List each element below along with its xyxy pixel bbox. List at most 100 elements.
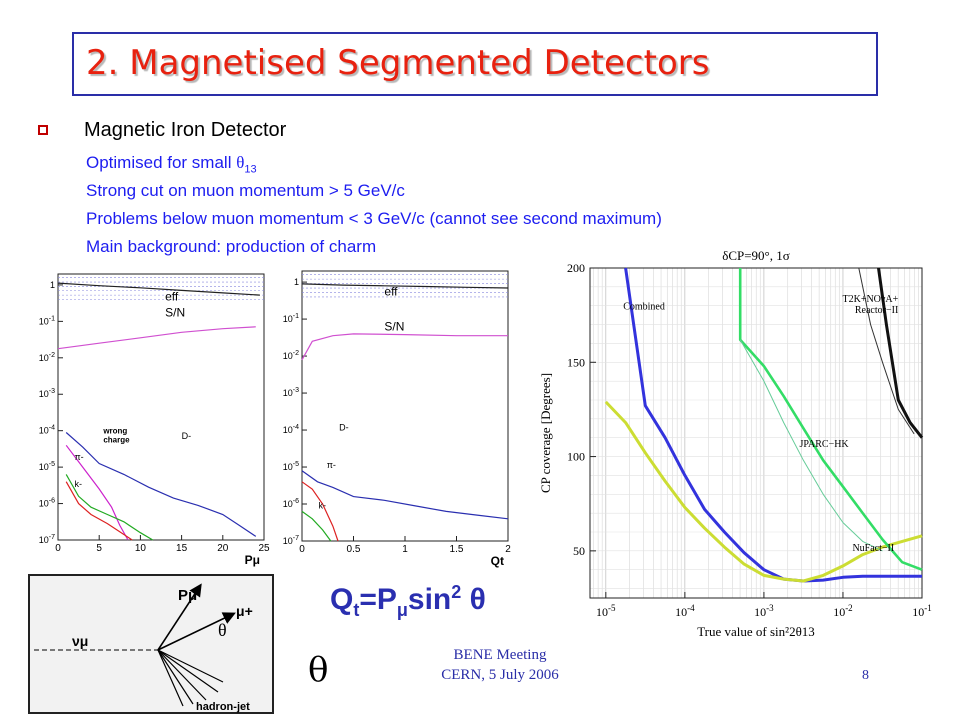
curve-label: eff xyxy=(384,284,398,298)
diagram-label-theta: θ xyxy=(218,620,227,640)
series-eff xyxy=(57,282,260,296)
theta-large: θ xyxy=(308,650,329,690)
y-tick-label: 10-7 xyxy=(39,534,55,545)
x-tick-label: 5 xyxy=(96,543,102,554)
curve-label: k- xyxy=(318,501,326,511)
curve-label: D- xyxy=(339,422,349,432)
muon-arrow xyxy=(157,612,236,651)
formula-theta: θ xyxy=(461,583,486,616)
x-tick-label: 1 xyxy=(402,544,408,555)
y-tick-label: 10-6 xyxy=(283,498,299,509)
diagram-label-neutrino: νμ xyxy=(72,633,88,649)
subpoint-3: Problems below muon momentum < 3 GeV/c (… xyxy=(86,209,662,228)
cp-label-combined: Combined xyxy=(623,301,665,312)
cp-label-t2k-line1: T2K+NOνA+ xyxy=(842,294,898,305)
curve-label: D- xyxy=(182,431,192,441)
y-tick-label: 10-3 xyxy=(39,388,55,399)
y-tick-label: 150 xyxy=(567,355,585,369)
series-wrongcharge xyxy=(65,444,129,541)
x-tick-label: 10-1 xyxy=(912,603,932,619)
footer: BENE Meeting CERN, 5 July 2006 xyxy=(400,645,600,685)
y-tick-label: 10-2 xyxy=(39,352,55,363)
cp-series-combined xyxy=(624,267,922,583)
series-k xyxy=(301,510,332,542)
plot-frame xyxy=(57,273,265,541)
subpoint-4: Main background: production of charm xyxy=(86,237,377,256)
x-tick-label: 0 xyxy=(55,543,61,554)
y-tick-label: 50 xyxy=(573,544,585,558)
y-tick-label: 10-1 xyxy=(39,315,55,326)
x-tick-label: 15 xyxy=(176,543,188,554)
y-tick-label: 10-6 xyxy=(39,498,55,509)
cp-x-axis-label: True value of sin²2θ13 xyxy=(697,624,815,639)
formula-sin: sin xyxy=(407,583,452,616)
cp-series-tkthin xyxy=(858,267,915,435)
bullet-heading: Magnetic Iron Detector xyxy=(84,119,287,141)
cp-label-jparc: JPARC−HK xyxy=(799,439,849,450)
formula-q-sub: t xyxy=(353,600,360,620)
kinematics-diagram: Pμ μ+ νμ θ hadron-jet xyxy=(28,574,274,714)
curve-label: π- xyxy=(327,460,336,470)
cp-y-axis-label: CP coverage [Degrees] xyxy=(538,373,553,493)
cp-coverage-plot: 50 100 150 200 10-5 10-4 10-3 10-2 10-1 δCP=90°, … xyxy=(528,238,938,648)
curve-label: π- xyxy=(74,452,83,462)
y-tick-label: 10-4 xyxy=(39,425,55,436)
y-tick-label: 10-2 xyxy=(283,350,299,361)
cp-coverage-plot-svg: 50 100 150 200 10-5 10-4 10-3 10-2 10-1 δCP=90°, … xyxy=(538,248,932,639)
curve-label: k- xyxy=(74,479,82,489)
subpoint-1-text: Optimised for small xyxy=(86,153,237,172)
series-k xyxy=(65,481,133,541)
diagram-label-hadron-jet: hadron-jet xyxy=(196,701,250,713)
page-number: 8 xyxy=(862,668,869,683)
cp-series-nufactii xyxy=(604,400,923,583)
y-tick-label: 10-5 xyxy=(39,461,55,472)
x-tick-label: 10-4 xyxy=(675,603,695,619)
curve-label: S/N xyxy=(165,306,185,320)
title-box: 2. Magnetised Segmented Detectors xyxy=(72,32,878,96)
plot-frame xyxy=(301,270,509,542)
y-tick-label: 1 xyxy=(50,280,55,290)
curve-label: S/N xyxy=(384,319,404,333)
formula-eq: =P xyxy=(359,583,397,616)
cp-series-jparchkthin xyxy=(739,339,883,552)
efficiency-plot-pmu-svg: 1 10-1 10-2 10-3 10-4 10-5 10-6 10-70 5 10 15 20 25P… xyxy=(39,273,270,567)
series-sn xyxy=(57,326,256,350)
x-axis-label: Pμ xyxy=(245,553,260,567)
footer-event: BENE Meeting xyxy=(453,647,547,663)
formula-q: Q xyxy=(330,583,354,616)
y-tick-label: 1 xyxy=(294,277,299,287)
x-tick-label: 10-2 xyxy=(833,603,853,619)
series-sn xyxy=(301,333,508,361)
pmu-arrow xyxy=(157,583,202,651)
kinematics-diagram-svg: Pμ μ+ νμ θ hadron-jet xyxy=(28,574,274,714)
cp-label-nufact: NuFact−II xyxy=(852,543,894,554)
y-tick-label: 10-7 xyxy=(283,535,299,546)
series- xyxy=(301,481,339,542)
efficiency-plot-qt: 1 10-1 10-2 10-3 10-4 10-5 10-6 10-7 0 0.5 1 1.5 2 Qt… xyxy=(272,265,520,570)
theta-symbol: θ xyxy=(236,153,245,172)
series-eff xyxy=(301,283,509,289)
x-tick-label: 25 xyxy=(258,543,270,554)
bullet-marker xyxy=(38,125,48,135)
x-tick-label: 10-5 xyxy=(596,603,616,619)
y-tick-label: 10-3 xyxy=(283,387,299,398)
cp-series-jparchk xyxy=(738,268,923,571)
x-tick-label: 10-3 xyxy=(754,603,774,619)
y-tick-label: 200 xyxy=(567,261,585,275)
y-tick-label: 10-1 xyxy=(283,313,299,324)
x-tick-label: 2 xyxy=(505,544,511,555)
efficiency-plot-qt-svg: 1 10-1 10-2 10-3 10-4 10-5 10-6 10-70 0.5 1 1.5 2Qt… xyxy=(283,270,511,568)
x-tick-label: 10 xyxy=(135,543,147,554)
curve-label-charge: charge xyxy=(103,436,130,445)
diagram-label-pmu: Pμ xyxy=(178,587,197,604)
qt-formula: Qt=Pμsin2 θ xyxy=(330,582,486,621)
footer-place-date: CERN, 5 July 2006 xyxy=(441,667,559,683)
plot-frame xyxy=(589,267,923,599)
cp-plot-title: δCP=90°, 1σ xyxy=(722,248,790,263)
x-tick-label: 0 xyxy=(299,544,305,555)
slide-title: 2. Magnetised Segmented Detectors xyxy=(86,43,710,83)
x-tick-label: 0.5 xyxy=(347,544,361,555)
series- xyxy=(65,474,154,541)
series-d xyxy=(301,470,509,520)
subpoint-1: Optimised for small θ13 xyxy=(86,153,257,175)
